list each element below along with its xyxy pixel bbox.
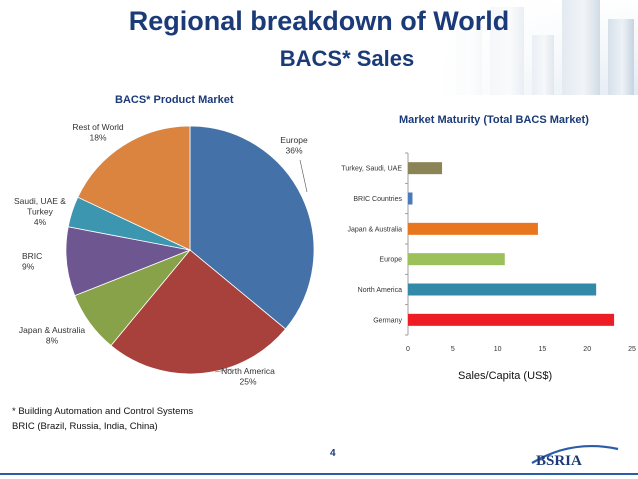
bar-category-label-turkey-saudi-uae: Turkey, Saudi, UAE [341, 166, 402, 173]
bar-chart-x-tick-label: 25 [628, 346, 636, 353]
pie-chart: Europe 36% North America 25% Japan & Austral… [14, 122, 315, 387]
pie-leader-line-north-america [214, 368, 233, 373]
bar-chart-title: Market Maturity (Total BACS Market) [399, 114, 589, 126]
pie-slice-europe [189, 125, 315, 330]
bsria-logo: BSRIA [531, 444, 619, 469]
bar-chart-x-axis-title: Sales/Capita (US$) [458, 370, 553, 382]
bar-chart: Turkey, Saudi, UAE BRIC Countries Japan & … [341, 152, 636, 353]
bar-chart-x-tick-label: 10 [494, 346, 502, 353]
pie-label-bric: BRIC 9% [22, 251, 42, 272]
bar-category-label-europe: Europe [379, 257, 402, 264]
footer-rule [0, 473, 638, 475]
bar-turkey-saudi-uae [408, 162, 443, 175]
svg-text:BSRIA: BSRIA [536, 453, 582, 469]
bar-chart-x-tick-label: 0 [406, 346, 410, 353]
bar-chart-x-tick-label: 15 [539, 346, 547, 353]
slide-title: Regional breakdown of World [128, 6, 510, 36]
pie-label-rest-of-world: Rest of World 18% [72, 122, 124, 143]
bar-category-label-germany: Germany [373, 317, 402, 324]
page-number: 4 [330, 448, 336, 459]
pie-label-europe: Europe 36% [280, 135, 308, 156]
bar-bric-countries [408, 192, 413, 205]
pie-label-north-america: North America 25% [221, 366, 275, 387]
bar-category-label-bric-countries: BRIC Countries [353, 196, 402, 203]
bar-chart-x-tick-label: 20 [583, 346, 591, 353]
bar-chart-x-tick-label: 5 [451, 346, 455, 353]
footnote-bacs: * Building Automation and Control System… [12, 406, 194, 417]
pie-label-saudi-uae-turkey: Saudi, UAE & Turkey 4% [14, 196, 66, 227]
pie-label-japan-australia: Japan & Australia 8% [19, 325, 85, 346]
bar-europe [408, 253, 505, 266]
pie-slice-rest-of-world [77, 125, 191, 251]
bar-japan-australia [408, 222, 538, 235]
header-skyline-image [438, 0, 638, 95]
pie-chart-title: BACS* Product Market [115, 94, 234, 106]
bar-germany [408, 313, 615, 326]
footnote-bric: BRIC (Brazil, Russia, India, China) [12, 421, 158, 432]
pie-slice-north-america [110, 249, 287, 375]
bar-category-label-japan-australia: Japan & Australia [348, 226, 403, 233]
bar-north-america [408, 283, 597, 296]
pie-leader-line-europe [299, 159, 308, 193]
slide-subtitle: BACS* Sales [279, 46, 415, 71]
bar-category-label-north-america: North America [358, 287, 402, 294]
